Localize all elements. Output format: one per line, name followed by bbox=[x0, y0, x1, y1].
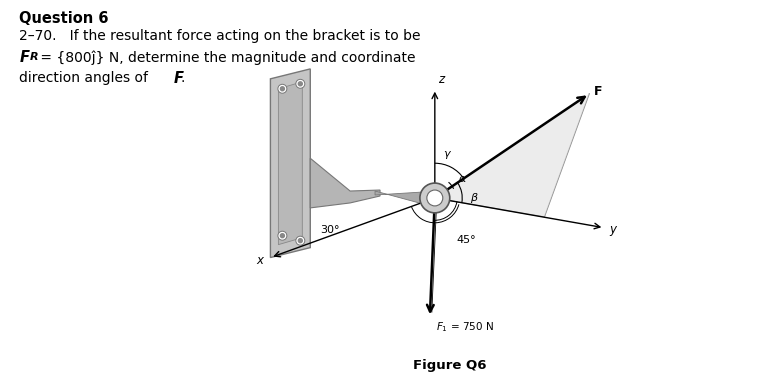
Text: 45°: 45° bbox=[457, 235, 476, 245]
Text: β: β bbox=[470, 193, 477, 203]
Polygon shape bbox=[435, 94, 589, 217]
Polygon shape bbox=[278, 82, 302, 245]
Circle shape bbox=[296, 236, 305, 245]
Text: R: R bbox=[30, 52, 39, 62]
Circle shape bbox=[278, 84, 287, 93]
Text: x: x bbox=[257, 254, 264, 267]
Text: y: y bbox=[609, 223, 616, 236]
Text: 2–70.   If the resultant force acting on the bracket is to be: 2–70. If the resultant force acting on t… bbox=[19, 29, 421, 43]
Circle shape bbox=[278, 231, 287, 240]
Text: $F_1$ = 750 N: $F_1$ = 750 N bbox=[436, 320, 494, 334]
Circle shape bbox=[281, 234, 284, 238]
Circle shape bbox=[298, 239, 302, 242]
Polygon shape bbox=[310, 158, 380, 208]
Circle shape bbox=[281, 87, 284, 91]
Circle shape bbox=[427, 190, 443, 206]
Text: .: . bbox=[181, 71, 185, 85]
Polygon shape bbox=[271, 69, 310, 258]
Text: γ: γ bbox=[443, 149, 449, 159]
Circle shape bbox=[420, 183, 450, 213]
Text: direction angles of: direction angles of bbox=[19, 71, 153, 85]
Text: Question 6: Question 6 bbox=[19, 11, 109, 26]
Circle shape bbox=[298, 82, 302, 86]
Circle shape bbox=[296, 79, 305, 88]
Text: F: F bbox=[594, 85, 603, 98]
Text: 30°: 30° bbox=[321, 225, 340, 235]
Text: α: α bbox=[458, 174, 466, 184]
Text: F: F bbox=[19, 50, 29, 65]
Text: F: F bbox=[173, 71, 183, 86]
Text: = {800ĵ} N, determine the magnitude and coordinate: = {800ĵ} N, determine the magnitude and … bbox=[36, 50, 415, 64]
Text: z: z bbox=[438, 73, 444, 86]
Text: Figure Q6: Figure Q6 bbox=[413, 359, 486, 372]
Polygon shape bbox=[375, 191, 423, 204]
